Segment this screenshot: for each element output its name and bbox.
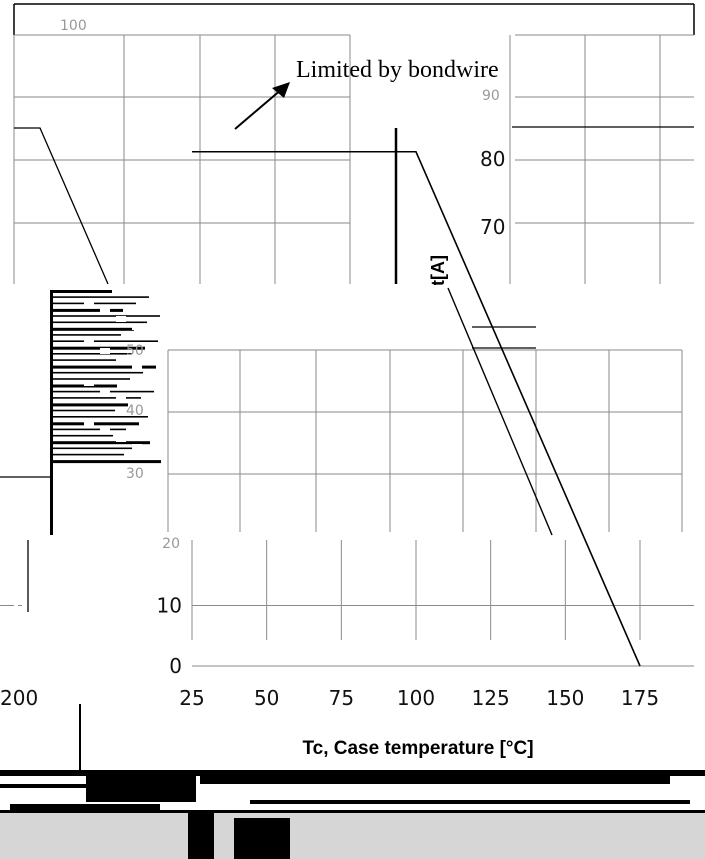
y-tick-0: 0 <box>169 654 182 678</box>
upper-grid <box>13 34 694 284</box>
stripe-edge <box>50 290 53 535</box>
x-tick-150: 150 <box>546 686 584 710</box>
stripe-gap-13 <box>132 404 142 410</box>
stripe-4 <box>52 315 160 317</box>
stripe-11 <box>52 359 119 361</box>
stripe-14 <box>52 378 130 380</box>
stripe-1 <box>52 296 149 298</box>
mid-curve-fragment <box>447 287 553 536</box>
middle-tick-30: 30 <box>126 466 144 482</box>
stripe-5 <box>52 321 147 324</box>
x-axis-label: Tc, Case temperature [°C] <box>302 738 533 759</box>
stripe-27 <box>52 460 161 464</box>
stripe-7 <box>52 334 121 336</box>
stripe-8 <box>52 340 158 342</box>
upper-tick-90: 90 <box>482 88 500 104</box>
x-tick-25: 25 <box>179 686 204 710</box>
band-middle: 50 40 30 <box>0 285 705 536</box>
stripe-gap-1 <box>100 308 110 314</box>
stripe-gap-18 <box>132 444 142 450</box>
stripe-gap-3 <box>132 324 142 330</box>
series-layer <box>192 150 641 667</box>
band-upper: 80 70 90 t[A] Limited by bondwire 100 <box>13 3 695 286</box>
stripe-gap-15 <box>84 420 94 426</box>
stripe-gap-5 <box>84 340 94 346</box>
stripe-gap-17 <box>116 436 126 442</box>
stripe-gap-11 <box>100 388 110 394</box>
stripe-6 <box>52 327 134 331</box>
stripe-gap-7 <box>116 356 126 362</box>
stripe-9 <box>52 346 145 350</box>
stripe-gap-10 <box>84 380 94 386</box>
stripe-25 <box>52 447 137 450</box>
stripe-3 <box>52 308 123 312</box>
bondwire-annotation: Limited by bondwire <box>296 57 499 83</box>
stripe-gap-14 <box>148 412 158 418</box>
stripe-22 <box>52 428 126 431</box>
stripe-gap-0 <box>84 300 94 306</box>
stripe-10 <box>52 353 132 355</box>
stripe-23 <box>52 434 113 437</box>
stripe-gap-16 <box>100 428 110 434</box>
stripe-gap-6 <box>100 348 110 354</box>
y-tick-labels: 0 10 20 <box>157 536 182 678</box>
left-axis-number: 200 <box>0 686 38 710</box>
stripe-26 <box>52 453 124 456</box>
y-tick-20: 20 <box>162 536 180 552</box>
middle-grid <box>167 287 683 536</box>
x-tick-labels: 25 50 75 100 125 150 175 <box>179 686 659 710</box>
y-tick-10: 10 <box>157 594 182 618</box>
stripe-20 <box>52 416 152 418</box>
stripe-13 <box>52 371 143 374</box>
stripe-19 <box>52 409 115 412</box>
annotation-arrow <box>234 88 283 130</box>
annotation-arrowhead <box>272 82 290 98</box>
stripe-gap-2 <box>116 316 126 322</box>
upper-tick-80: 80 <box>480 147 505 171</box>
stripe-21 <box>52 422 139 426</box>
upper-curve-fragment <box>14 127 109 285</box>
ylabel-fragment: t[A] <box>428 255 448 286</box>
scanline-glitch-left <box>50 290 161 535</box>
upper-tick-70: 70 <box>480 215 505 239</box>
x-tick-175: 175 <box>621 686 659 710</box>
stripe-gap-19 <box>148 452 158 458</box>
stripe-gap-12 <box>116 396 126 402</box>
stripe-gap-9 <box>148 372 158 378</box>
series-line-0 <box>192 150 641 667</box>
upper-tick-100-faint: 100 <box>60 18 87 34</box>
stripe-17 <box>52 397 141 399</box>
stripe-gap-8 <box>132 364 142 370</box>
stripe-gap-4 <box>148 332 158 338</box>
x-tick-50: 50 <box>254 686 279 710</box>
x-tick-75: 75 <box>329 686 354 710</box>
plot-grid <box>0 540 694 667</box>
stripe-24 <box>52 441 150 445</box>
band-bottom-glitch <box>0 535 705 859</box>
middle-tick-50: 50 <box>126 343 144 359</box>
stripe-18 <box>52 403 128 407</box>
stripe-12 <box>52 365 156 369</box>
middle-tick-40: 40 <box>126 403 144 419</box>
stripe-0 <box>52 290 112 293</box>
x-tick-100: 100 <box>397 686 435 710</box>
x-tick-125: 125 <box>472 686 510 710</box>
